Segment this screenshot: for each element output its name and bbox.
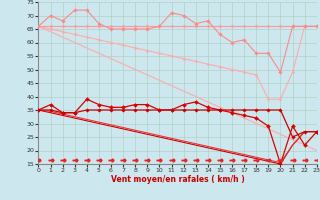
X-axis label: Vent moyen/en rafales ( km/h ): Vent moyen/en rafales ( km/h ) [111, 175, 244, 184]
